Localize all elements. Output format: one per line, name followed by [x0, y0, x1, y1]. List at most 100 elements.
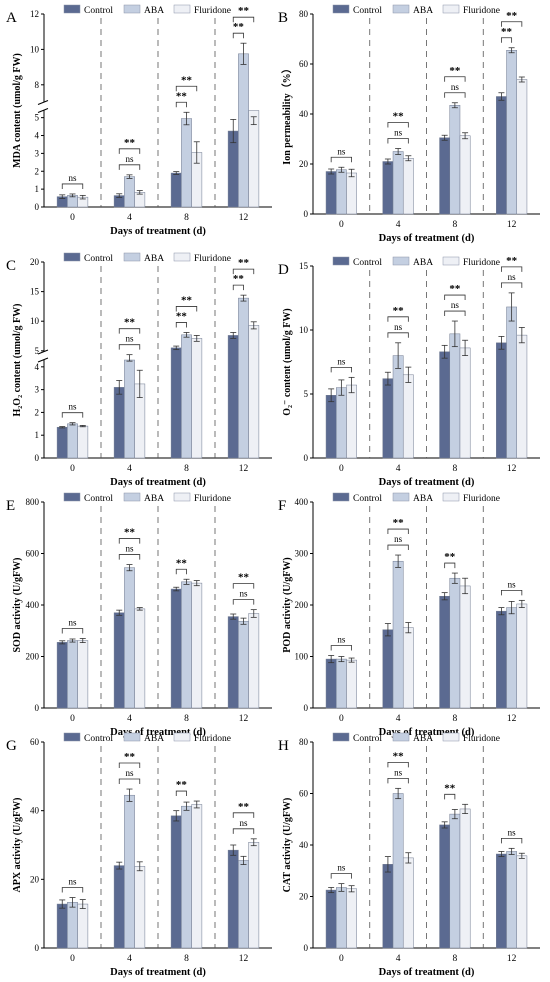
significance-label: ** — [449, 283, 461, 295]
significance-label: ** — [176, 779, 188, 791]
y-tick-label: 5 — [35, 113, 40, 123]
x-tick-label: 0 — [339, 954, 344, 964]
bar-control — [439, 595, 451, 709]
ns-label: ns — [394, 322, 403, 332]
x-tick-label: 0 — [70, 954, 75, 964]
bar-aba — [506, 306, 517, 459]
significance-bracket — [387, 544, 409, 551]
bar-fluridone — [77, 640, 89, 709]
bar-fluridone — [346, 384, 357, 459]
significance-bracket — [118, 148, 141, 154]
significance-label: ** — [501, 26, 513, 38]
bar-aba — [449, 333, 461, 459]
bar-aba — [124, 176, 135, 208]
ns-label: ns — [337, 146, 346, 156]
significance-bracket — [387, 332, 409, 338]
significance-label: ** — [124, 751, 136, 763]
ns-label: ns — [239, 589, 248, 599]
significance-bracket — [232, 16, 255, 23]
ns-label: ns — [68, 402, 77, 412]
significance-bracket — [118, 762, 141, 769]
significance-label: ** — [238, 257, 250, 269]
ns-label: ns — [337, 634, 346, 644]
bar-aba — [181, 118, 192, 208]
bar-control — [325, 658, 337, 709]
significance-bracket — [444, 76, 466, 82]
ns-label: ns — [337, 863, 346, 873]
bar-control — [113, 387, 125, 459]
legend-swatch — [173, 732, 191, 742]
significance-bracket — [232, 284, 244, 291]
bar-fluridone — [134, 608, 146, 709]
y-tick-label: 60 — [30, 737, 40, 747]
legend-label: ABA — [144, 254, 164, 264]
legend-swatch — [392, 256, 410, 266]
significance-bracket — [118, 538, 141, 544]
significance-label: ** — [181, 74, 193, 86]
legend-swatch — [173, 4, 191, 14]
chart-panel-e: E Control ABA Fluridone 0 200 400 600 800 SOD act… — [6, 492, 272, 738]
legend-swatch — [63, 252, 81, 262]
bar-control — [170, 815, 182, 949]
significance-bracket — [175, 101, 187, 108]
legend-label: Control — [84, 494, 113, 504]
x-tick-label: 8 — [184, 954, 189, 964]
y-tick-label: 400 — [295, 497, 309, 507]
significance-bracket — [501, 589, 523, 596]
significance-label: ** — [176, 310, 188, 322]
bar-fluridone — [248, 110, 260, 208]
legend-label: Control — [353, 494, 382, 504]
x-tick-label: 0 — [339, 464, 344, 474]
significance-label: ** — [181, 294, 193, 306]
y-tick-label: 3 — [35, 148, 40, 158]
bar-control — [227, 616, 239, 709]
legend-label: Fluridone — [463, 494, 500, 504]
x-tick-label: 4 — [396, 464, 401, 474]
y-axis-label: APX activity (U/gFW) — [12, 798, 23, 893]
y-axis-label: O₂⁻ content (umol/g FW) — [282, 308, 293, 415]
bar-control — [56, 903, 68, 949]
x-axis-label: Days of treatment (d) — [110, 967, 206, 978]
legend-swatch — [392, 4, 410, 14]
x-axis-label: Days of treatment (d) — [379, 967, 475, 978]
significance-label: ** — [238, 801, 250, 813]
legend-swatch — [63, 732, 81, 742]
y-axis-label: CAT activity (U/gFW) — [282, 798, 293, 893]
y-tick-label: 15 — [30, 287, 40, 297]
bar-control — [496, 342, 507, 459]
significance-bracket — [175, 568, 187, 575]
legend-swatch — [123, 732, 141, 742]
x-tick-label: 0 — [70, 714, 75, 724]
y-tick-label: 80 — [299, 9, 309, 19]
axis-break-mark — [37, 357, 49, 363]
x-tick-label: 8 — [453, 220, 458, 230]
panel-letter: B — [278, 10, 288, 26]
bar-control — [439, 351, 451, 459]
ns-label: ns — [508, 579, 517, 589]
panel-letter: H — [278, 738, 289, 754]
bar-fluridone — [248, 325, 260, 459]
bar-control — [496, 610, 507, 709]
y-tick-label: 12 — [30, 9, 39, 19]
x-tick-label: 4 — [127, 464, 132, 474]
bar-control — [382, 378, 394, 459]
bar-control — [439, 824, 451, 949]
significance-bracket — [118, 328, 141, 334]
legend-label: Fluridone — [463, 258, 500, 268]
y-tick-label: 0 — [304, 209, 309, 219]
significance-label: ** — [238, 572, 250, 584]
bar-fluridone — [516, 79, 528, 215]
panel-letter: G — [6, 738, 17, 754]
significance-bracket — [387, 316, 409, 322]
bar-aba — [392, 355, 404, 459]
bar-control — [496, 96, 507, 215]
significance-label: ** — [449, 65, 461, 77]
legend-label: Control — [353, 6, 382, 16]
significance-bracket — [330, 156, 352, 163]
axis-break-gap — [38, 102, 50, 111]
bar-aba — [67, 640, 78, 709]
ns-label: ns — [125, 334, 134, 344]
